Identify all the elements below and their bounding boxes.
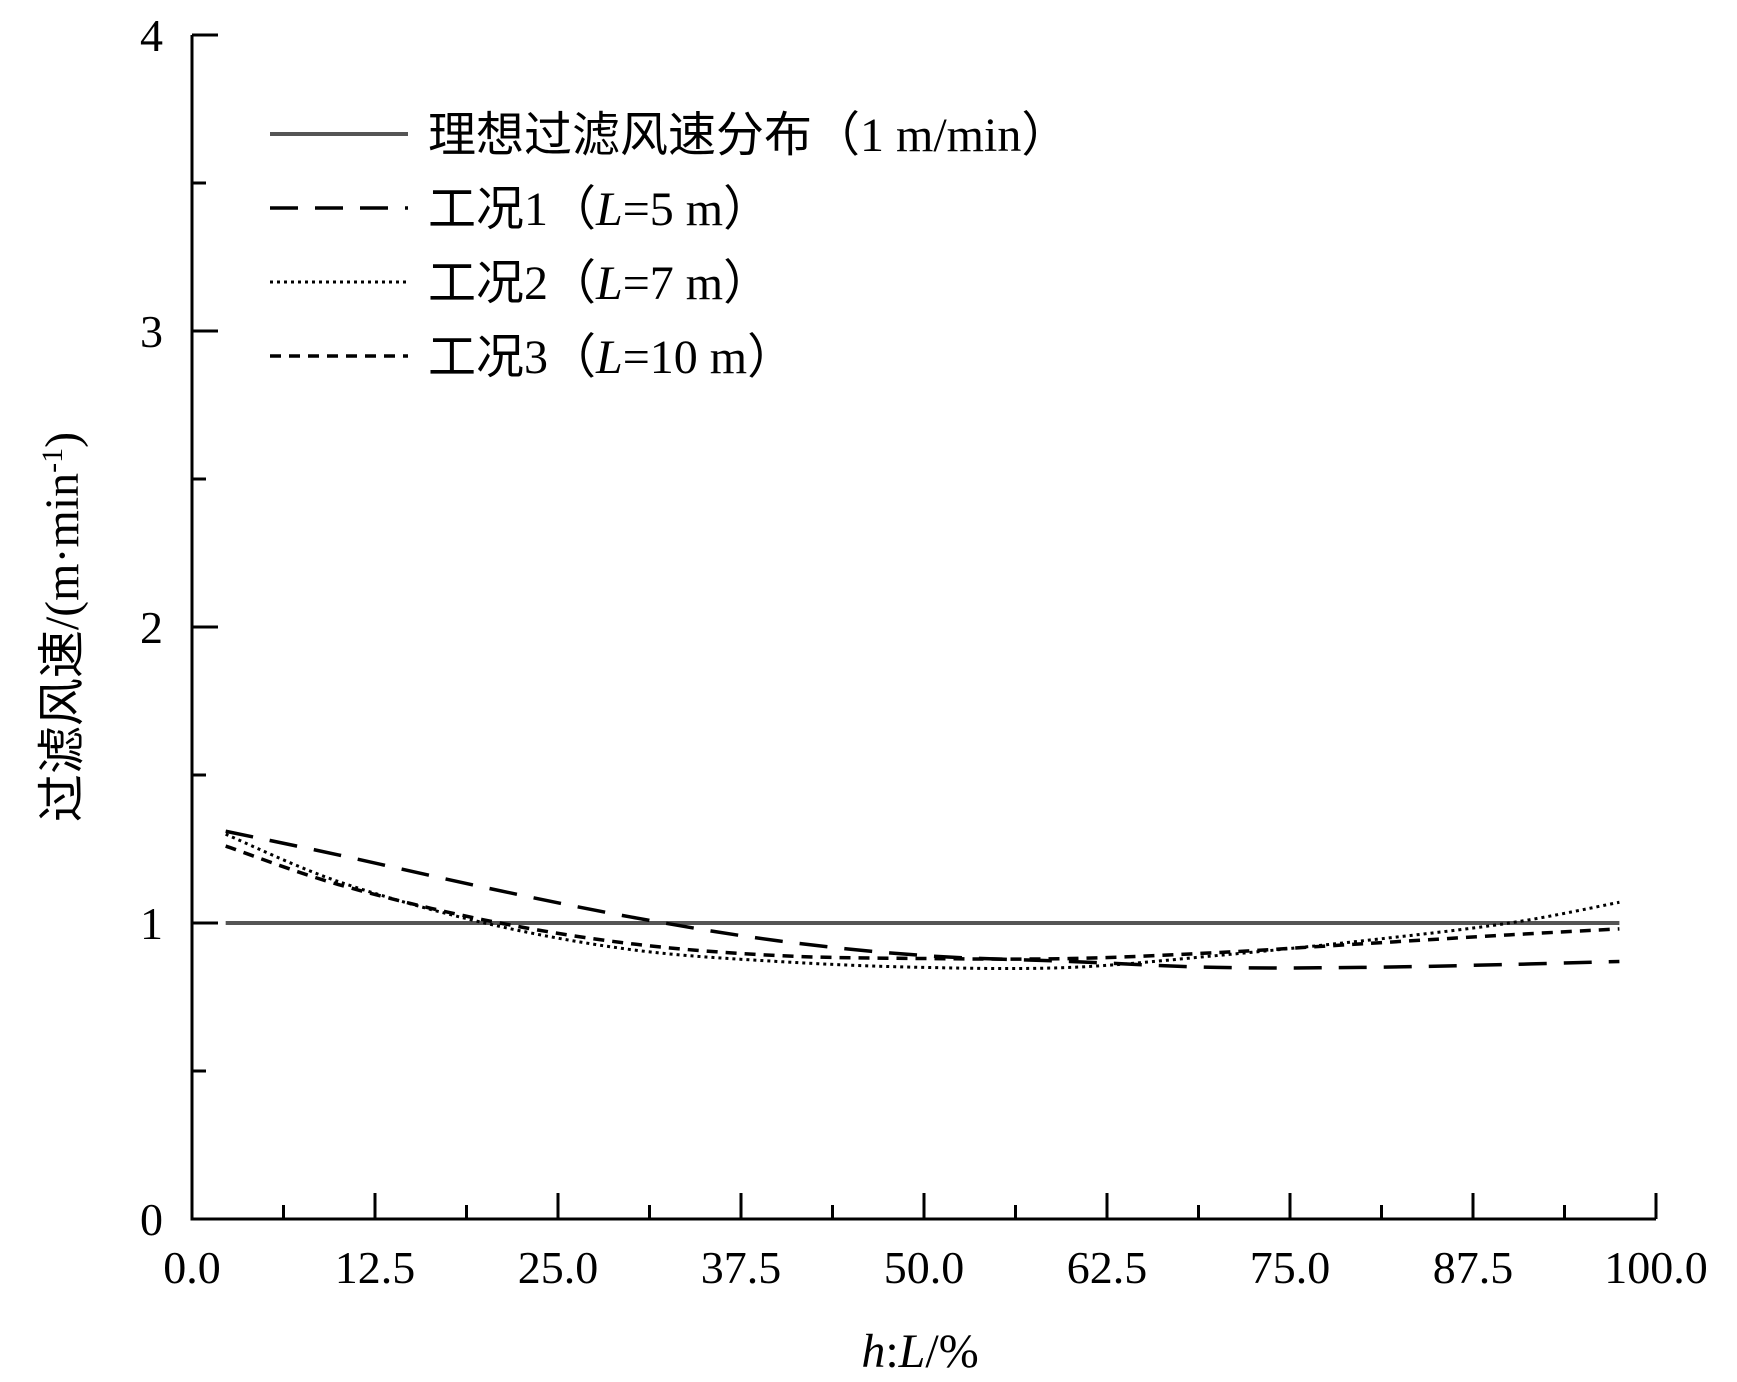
x-tick-label: 100.0 [1604, 1242, 1708, 1293]
axes [190, 35, 1656, 1221]
x-tick-label: 12.5 [335, 1242, 416, 1293]
legend-label-1: 理想过滤风速分布（1 m/min） [428, 109, 1069, 162]
legend-label-part: =10 m） [623, 331, 795, 384]
legend-label-4: 工况3（L=10 m） [428, 331, 795, 384]
legend-label-3: 工况2（L=7 m） [428, 257, 771, 310]
legend-label-part: =5 m） [623, 183, 771, 236]
x-tick-label: 25.0 [518, 1242, 599, 1293]
y-axis-title: 过滤风速/(m·min-1) [36, 432, 90, 822]
x-tick-label: 62.5 [1067, 1242, 1148, 1293]
legend-label-part: 工况3（ [428, 331, 596, 384]
legend-label-part: 工况1（ [428, 183, 596, 236]
ticks [190, 33, 1658, 1221]
x-axis-title-var2: L [898, 1325, 926, 1378]
x-tick-label: 87.5 [1433, 1242, 1514, 1293]
x-tick-label: 50.0 [884, 1242, 965, 1293]
legend: 理想过滤风速分布（1 m/min）工况1（L=5 m）工况2（L=7 m）工况3… [270, 109, 1069, 384]
x-axis-title: h:L/% [861, 1325, 978, 1378]
x-tick-label: 0.0 [163, 1242, 221, 1293]
series-line-4 [225, 844, 1620, 961]
legend-label-part: =7 m） [623, 257, 771, 310]
tick-labels: 0.0 12.5 25.0 37.5 50.0 62.5 75.0 87.5 100.0 0 1 2 3… [140, 10, 1708, 1293]
legend-label-part: L [595, 331, 623, 384]
y-tick-label: 0 [140, 1194, 163, 1245]
legend-label-part: L [595, 257, 623, 310]
x-tick-label: 37.5 [701, 1242, 782, 1293]
x-axis-title-unit: /% [925, 1325, 978, 1378]
series-lines [225, 829, 1620, 971]
y-axis-title-close: ) [36, 432, 89, 448]
y-tick-label: 4 [140, 10, 163, 61]
x-axis-title-var1: h [861, 1325, 885, 1378]
y-tick-label: 3 [140, 306, 163, 357]
series-line-2 [225, 829, 1620, 970]
legend-label-2: 工况1（L=5 m） [428, 183, 771, 236]
legend-label-part: L [595, 183, 623, 236]
x-tick-label: 75.0 [1250, 1242, 1331, 1293]
legend-label-part: 理想过滤风速分布（1 m/min） [428, 109, 1069, 162]
y-tick-label: 1 [140, 898, 163, 949]
y-axis-title-sup: -1 [36, 448, 69, 473]
y-axis-title-main: 过滤风速/(m·min [36, 473, 89, 822]
x-axis-title-sep: : [885, 1325, 898, 1378]
y-tick-label: 2 [140, 602, 163, 653]
series-line-3 [225, 832, 1620, 971]
legend-label-part: 工况2（ [428, 257, 596, 310]
